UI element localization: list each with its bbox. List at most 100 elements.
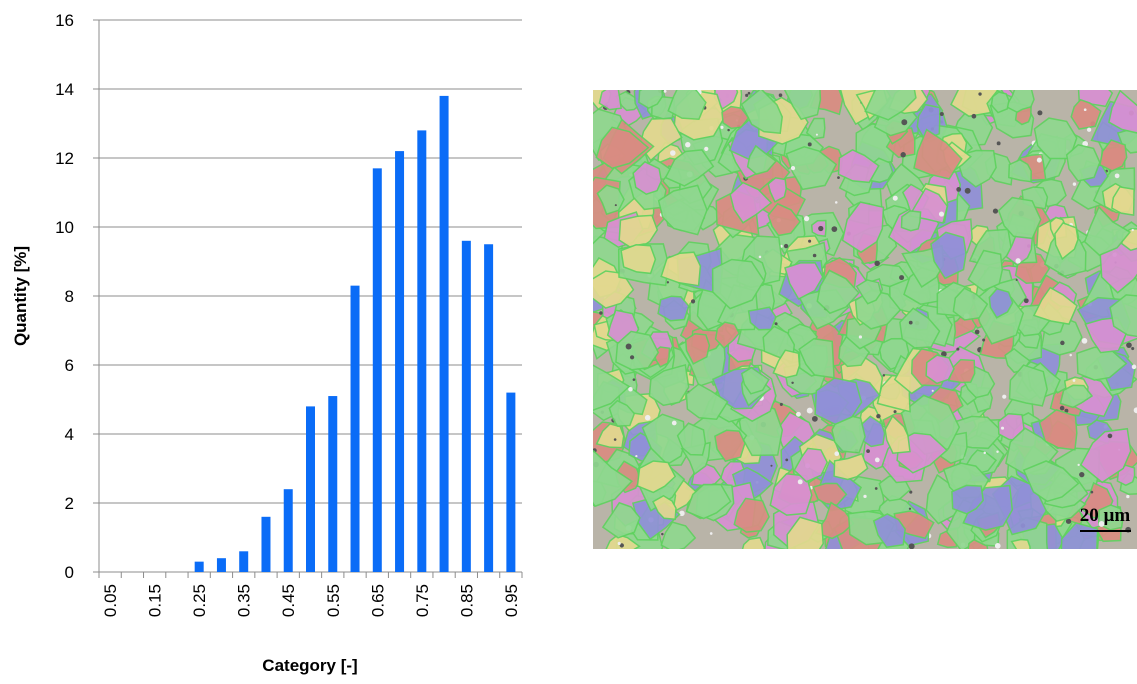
- particle: [932, 390, 934, 392]
- particle: [894, 410, 897, 413]
- particle: [1132, 365, 1137, 370]
- particle: [1115, 173, 1120, 178]
- grain: [668, 82, 706, 119]
- particle: [883, 374, 885, 376]
- particle: [939, 211, 944, 216]
- particle: [956, 187, 961, 192]
- bar: [239, 551, 248, 572]
- bar: [261, 517, 270, 572]
- particle: [863, 495, 866, 498]
- particle: [791, 382, 793, 384]
- particle: [834, 451, 839, 456]
- particle: [996, 451, 998, 453]
- particle: [1084, 108, 1087, 111]
- y-tick-label: 14: [55, 80, 74, 99]
- x-tick-label: 0.45: [279, 584, 298, 617]
- particle: [614, 438, 617, 441]
- particle: [704, 147, 708, 151]
- particle: [775, 322, 778, 325]
- particle: [876, 414, 880, 418]
- bar: [195, 562, 204, 572]
- particle: [940, 112, 944, 116]
- bar: [328, 396, 337, 572]
- particle: [770, 465, 772, 467]
- particle: [874, 261, 879, 266]
- particle: [831, 226, 837, 232]
- grain: [658, 296, 689, 321]
- particle: [667, 281, 669, 283]
- x-tick-label: 0.35: [235, 584, 254, 617]
- particle: [1126, 495, 1129, 498]
- particle: [835, 201, 838, 204]
- particle: [1060, 406, 1065, 411]
- particle: [812, 416, 818, 422]
- x-tick-label: 0.55: [324, 584, 343, 617]
- particle: [899, 275, 904, 280]
- particle: [804, 216, 809, 221]
- x-axis-label: Category [-]: [262, 656, 357, 675]
- bar: [506, 393, 515, 572]
- particle: [727, 129, 729, 131]
- particle: [1024, 298, 1029, 303]
- particle: [808, 240, 811, 243]
- particle: [993, 208, 998, 213]
- particle: [626, 344, 632, 350]
- particle: [816, 134, 818, 136]
- particle: [813, 254, 817, 258]
- particle: [779, 93, 783, 97]
- particle: [808, 142, 812, 146]
- particle: [633, 378, 636, 381]
- particle: [1073, 379, 1076, 382]
- particle: [1016, 279, 1018, 281]
- particle: [995, 543, 1001, 549]
- particle: [710, 532, 713, 535]
- x-tick-label: 0.65: [368, 584, 387, 617]
- particle: [661, 533, 663, 535]
- particle: [785, 459, 788, 462]
- particle: [1073, 182, 1076, 185]
- y-tick-label: 2: [65, 494, 74, 513]
- particle: [1037, 158, 1042, 163]
- bar: [395, 151, 404, 572]
- particle: [670, 150, 676, 156]
- particle: [1002, 395, 1006, 399]
- x-tick-label: 0.95: [502, 584, 521, 617]
- particle: [748, 92, 751, 95]
- particle: [720, 126, 723, 129]
- y-tick-label: 12: [55, 149, 74, 168]
- x-tick-label: 0.75: [413, 584, 432, 617]
- particle: [900, 152, 905, 157]
- particle: [759, 256, 762, 259]
- bar: [462, 241, 471, 572]
- particle: [909, 321, 913, 325]
- particle: [866, 449, 870, 453]
- bar: [440, 96, 449, 572]
- y-tick-label: 16: [55, 11, 74, 30]
- particle: [615, 204, 617, 206]
- x-tick-label: 0.25: [190, 584, 209, 617]
- particle: [630, 355, 634, 359]
- x-tick-label: 0.85: [457, 584, 476, 617]
- particle: [901, 119, 907, 125]
- bar: [284, 489, 293, 572]
- particle: [956, 348, 959, 351]
- scale-bar-label: 20 µm: [1080, 505, 1131, 526]
- x-tick-label: 0.05: [101, 584, 120, 617]
- particle: [599, 311, 603, 315]
- particle: [1087, 128, 1091, 132]
- particle: [837, 176, 840, 179]
- bar: [484, 244, 493, 572]
- particle: [1001, 427, 1004, 430]
- particle: [875, 458, 880, 463]
- particle: [1090, 491, 1093, 494]
- bar: [373, 168, 382, 572]
- bar: [217, 558, 226, 572]
- y-axis-label: Quantity [%]: [11, 246, 30, 346]
- y-tick-label: 0: [65, 563, 74, 582]
- particle: [978, 92, 981, 95]
- particle: [784, 244, 788, 248]
- bar: [417, 130, 426, 572]
- particle: [909, 543, 915, 549]
- particle: [691, 299, 695, 303]
- particle: [645, 415, 651, 421]
